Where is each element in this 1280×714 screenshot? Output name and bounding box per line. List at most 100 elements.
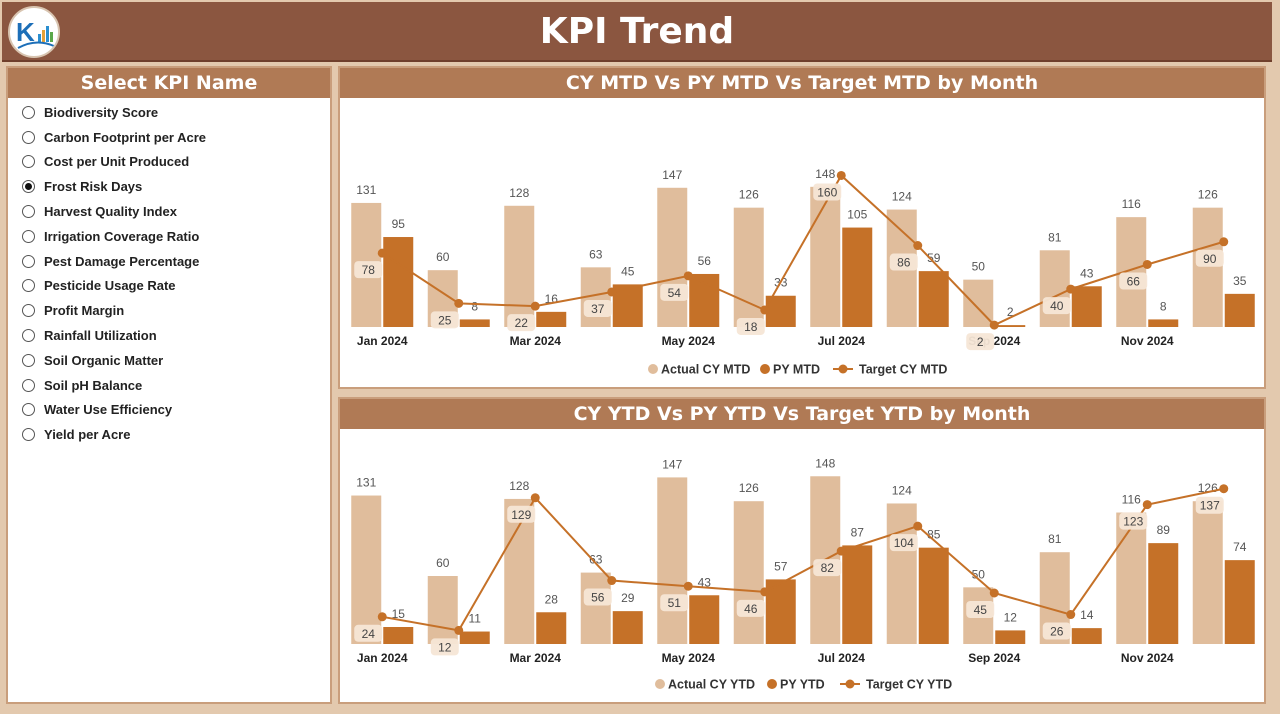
kpi-list: Biodiversity Score Carbon Footprint per A… bbox=[8, 98, 330, 447]
data-label-target: 123 bbox=[1123, 515, 1143, 529]
kpi-option-label: Cost per Unit Produced bbox=[44, 154, 190, 170]
data-label-target: 137 bbox=[1200, 499, 1220, 513]
page-title: KPI Trend bbox=[539, 11, 735, 52]
radio-button-icon[interactable] bbox=[22, 378, 35, 392]
data-label-actual: 116 bbox=[1122, 197, 1141, 211]
kpi-option[interactable]: Yield per Acre bbox=[8, 422, 330, 447]
x-tick-label: Jan 2024 bbox=[357, 334, 408, 348]
data-label-target: 37 bbox=[591, 302, 605, 316]
kpi-option[interactable]: Harvest Quality Index bbox=[8, 199, 330, 224]
radio-button-icon[interactable] bbox=[22, 229, 35, 243]
x-tick-label: Sep 2024 bbox=[968, 651, 1020, 665]
radio-button-icon[interactable] bbox=[22, 130, 35, 144]
target-label-bg bbox=[736, 317, 765, 335]
bar-actual bbox=[657, 187, 688, 327]
ytd-chart-panel: CY YTD Vs PY YTD Vs Target YTD by Month … bbox=[338, 397, 1266, 704]
radio-button-icon[interactable] bbox=[22, 279, 35, 293]
bar-actual bbox=[1039, 250, 1070, 327]
data-label-actual: 60 bbox=[436, 250, 450, 264]
kpi-option-label: Pesticide Usage Rate bbox=[44, 278, 176, 294]
kpi-option[interactable]: Profit Margin bbox=[8, 298, 330, 323]
data-label-py: 57 bbox=[774, 559, 788, 573]
mtd-chart-panel: CY MTD Vs PY MTD Vs Target MTD by Month … bbox=[338, 66, 1266, 389]
target-point bbox=[836, 546, 846, 556]
x-tick-label: Jan 2024 bbox=[357, 651, 408, 665]
radio-button-icon[interactable] bbox=[22, 428, 35, 442]
bar-py bbox=[918, 547, 949, 644]
bar-py bbox=[995, 325, 1026, 327]
target-label-bg bbox=[354, 261, 383, 279]
kpi-option[interactable]: Pest Damage Percentage bbox=[8, 249, 330, 274]
bar-actual bbox=[733, 207, 764, 327]
radio-button-icon[interactable] bbox=[22, 304, 35, 318]
data-label-target: 104 bbox=[894, 536, 914, 550]
bar-actual bbox=[1116, 512, 1147, 644]
bar-py bbox=[995, 630, 1026, 644]
data-label-actual: 131 bbox=[356, 476, 376, 490]
data-label-py: 74 bbox=[1233, 540, 1247, 554]
data-label-py: 29 bbox=[621, 591, 635, 605]
target-label-bg bbox=[1042, 622, 1071, 640]
radio-button-icon[interactable] bbox=[22, 329, 35, 343]
target-point bbox=[1142, 500, 1152, 510]
kpi-option-label: Yield per Acre bbox=[44, 427, 131, 443]
kpi-option-label: Soil Organic Matter bbox=[44, 352, 164, 368]
kpi-option[interactable]: Cost per Unit Produced bbox=[8, 150, 330, 175]
target-label-bg bbox=[1195, 496, 1224, 514]
legend-label: PY YTD bbox=[780, 678, 825, 692]
data-label-py: 56 bbox=[698, 254, 712, 268]
data-label-py: 105 bbox=[847, 208, 867, 222]
data-label-actual: 50 bbox=[972, 567, 986, 581]
target-label-bg bbox=[583, 588, 612, 606]
target-point bbox=[1066, 610, 1076, 620]
radio-button-icon[interactable] bbox=[22, 205, 35, 219]
target-label-bg bbox=[660, 283, 689, 301]
bar-py bbox=[536, 612, 567, 644]
kpi-option[interactable]: Pesticide Usage Rate bbox=[8, 274, 330, 299]
bar-py bbox=[1148, 319, 1179, 327]
target-label-bg bbox=[966, 601, 995, 618]
radio-button-icon[interactable] bbox=[22, 180, 35, 194]
kpi-option[interactable]: Rainfall Utilization bbox=[8, 323, 330, 348]
radio-button-icon[interactable] bbox=[22, 403, 35, 417]
kpi-option[interactable]: Soil pH Balance bbox=[8, 373, 330, 398]
target-point bbox=[1142, 259, 1152, 269]
data-label-actual: 126 bbox=[1198, 188, 1218, 202]
data-label-py: 15 bbox=[392, 607, 406, 621]
x-tick-label: Nov 2024 bbox=[1121, 334, 1174, 348]
target-point bbox=[1219, 237, 1229, 247]
target-label-bg bbox=[354, 624, 383, 642]
target-label-bg bbox=[1119, 512, 1148, 530]
mtd-chart-title: CY MTD Vs PY MTD Vs Target MTD by Month bbox=[340, 68, 1264, 98]
kpi-option[interactable]: Water Use Efficiency bbox=[8, 398, 330, 423]
target-label-bg bbox=[1195, 249, 1224, 267]
radio-button-icon[interactable] bbox=[22, 254, 35, 268]
bar-py bbox=[842, 227, 873, 327]
kpi-option[interactable]: Frost Risk Days bbox=[8, 174, 330, 199]
bar-py bbox=[842, 545, 873, 644]
target-point bbox=[836, 170, 846, 180]
target-point bbox=[760, 305, 770, 315]
data-label-actual: 124 bbox=[892, 483, 912, 497]
bar-py bbox=[1224, 293, 1255, 327]
kpi-option[interactable]: Carbon Footprint per Acre bbox=[8, 125, 330, 150]
x-tick-label: Jul 2024 bbox=[818, 651, 866, 665]
data-label-py: 11 bbox=[469, 612, 482, 626]
data-label-target: 2 bbox=[977, 335, 984, 349]
x-tick-label: May 2024 bbox=[662, 651, 716, 665]
data-label-py: 87 bbox=[851, 525, 865, 539]
ytd-chart-title: CY YTD Vs PY YTD Vs Target YTD by Month bbox=[340, 399, 1264, 429]
bar-actual bbox=[427, 576, 458, 644]
data-label-actual: 50 bbox=[972, 260, 986, 274]
data-label-py: 43 bbox=[698, 575, 712, 589]
kpi-option[interactable]: Irrigation Coverage Ratio bbox=[8, 224, 330, 249]
kpi-option[interactable]: Soil Organic Matter bbox=[8, 348, 330, 373]
radio-button-icon[interactable] bbox=[22, 105, 35, 119]
data-label-py: 8 bbox=[1160, 299, 1167, 313]
data-label-target: 51 bbox=[668, 596, 682, 610]
radio-button-icon[interactable] bbox=[22, 155, 35, 169]
target-point bbox=[760, 587, 770, 597]
radio-button-icon[interactable] bbox=[22, 353, 35, 367]
bar-py bbox=[459, 319, 490, 327]
kpi-option[interactable]: Biodiversity Score bbox=[8, 100, 330, 125]
